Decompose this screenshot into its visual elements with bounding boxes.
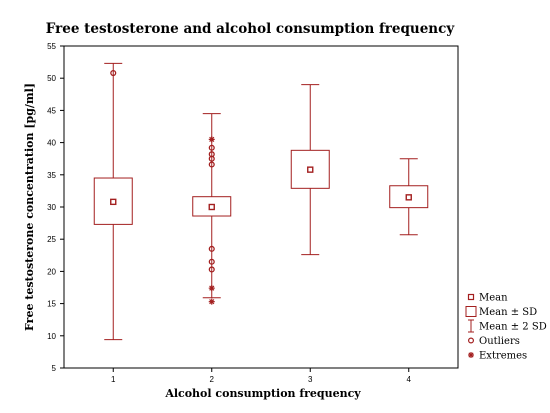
legend-item-outlier: Outliers bbox=[468, 336, 520, 347]
y-tick-label: 50 bbox=[47, 74, 56, 83]
y-tick-label: 5 bbox=[52, 364, 57, 373]
x-tick-label: 3 bbox=[308, 375, 313, 384]
x-axis-label: Alcohol consumption frequency bbox=[164, 387, 361, 400]
y-axis: 5 10 15 20 25 30 35 40 45 50 55 bbox=[47, 42, 64, 373]
outlier-point bbox=[110, 69, 117, 77]
box-group-2 bbox=[192, 113, 232, 305]
mean-marker bbox=[405, 194, 412, 201]
legend-extreme-symbol bbox=[468, 352, 474, 358]
legend-item-sd: Mean ± SD bbox=[465, 306, 537, 318]
legend-label: Outliers bbox=[479, 336, 520, 347]
y-axis-label: Free testosterone concentration [pg/ml] bbox=[23, 83, 36, 331]
y-tick-label: 35 bbox=[47, 171, 56, 180]
extreme-point bbox=[208, 136, 215, 143]
y-tick-label: 15 bbox=[47, 300, 56, 309]
legend-label: Mean bbox=[479, 293, 508, 304]
sd-box bbox=[192, 196, 232, 217]
outlier-point bbox=[208, 144, 215, 151]
box-group-4 bbox=[389, 158, 429, 236]
x-tick-label: 2 bbox=[210, 375, 215, 384]
mean-marker bbox=[110, 198, 117, 206]
box-group-3 bbox=[290, 84, 330, 256]
y-tick-label: 45 bbox=[47, 106, 56, 115]
legend: Mean Mean ± SD Mean ± 2 SD Outliers Extremes bbox=[465, 293, 547, 362]
sd-box bbox=[290, 149, 330, 189]
y-tick-label: 25 bbox=[47, 235, 56, 244]
y-tick-label: 10 bbox=[47, 332, 56, 341]
extreme-point bbox=[208, 285, 215, 292]
y-tick-label: 55 bbox=[47, 42, 56, 51]
legend-outlier-symbol bbox=[468, 337, 475, 344]
legend-item-sd2: Mean ± 2 SD bbox=[468, 319, 547, 333]
outlier-point bbox=[208, 258, 215, 265]
x-axis: 1 2 3 4 bbox=[111, 368, 412, 384]
outlier-point bbox=[208, 155, 215, 162]
y-tick-label: 30 bbox=[47, 203, 56, 212]
y-tick-label: 40 bbox=[47, 139, 56, 148]
chart-title: Free testosterone and alcohol consumptio… bbox=[46, 21, 456, 37]
outlier-point bbox=[208, 161, 215, 168]
legend-mean-symbol bbox=[467, 293, 475, 301]
box-group-1 bbox=[93, 62, 133, 341]
mean-marker bbox=[307, 166, 314, 173]
box-series bbox=[93, 62, 429, 341]
outlier-point bbox=[208, 266, 215, 273]
x-tick-label: 1 bbox=[111, 375, 116, 384]
legend-item-extreme: Extremes bbox=[468, 351, 527, 362]
legend-label: Mean ± 2 SD bbox=[479, 322, 547, 333]
sd-box bbox=[389, 185, 429, 209]
legend-sd-symbol bbox=[465, 306, 477, 317]
legend-item-mean: Mean bbox=[467, 293, 508, 304]
x-tick-label: 4 bbox=[407, 375, 412, 384]
extreme-point bbox=[208, 298, 215, 305]
legend-label: Extremes bbox=[479, 351, 527, 362]
y-tick-label: 20 bbox=[47, 267, 56, 276]
legend-label: Mean ± SD bbox=[479, 307, 537, 318]
mean-marker bbox=[208, 203, 215, 211]
outlier-point bbox=[208, 245, 215, 252]
sd-box bbox=[93, 177, 133, 225]
